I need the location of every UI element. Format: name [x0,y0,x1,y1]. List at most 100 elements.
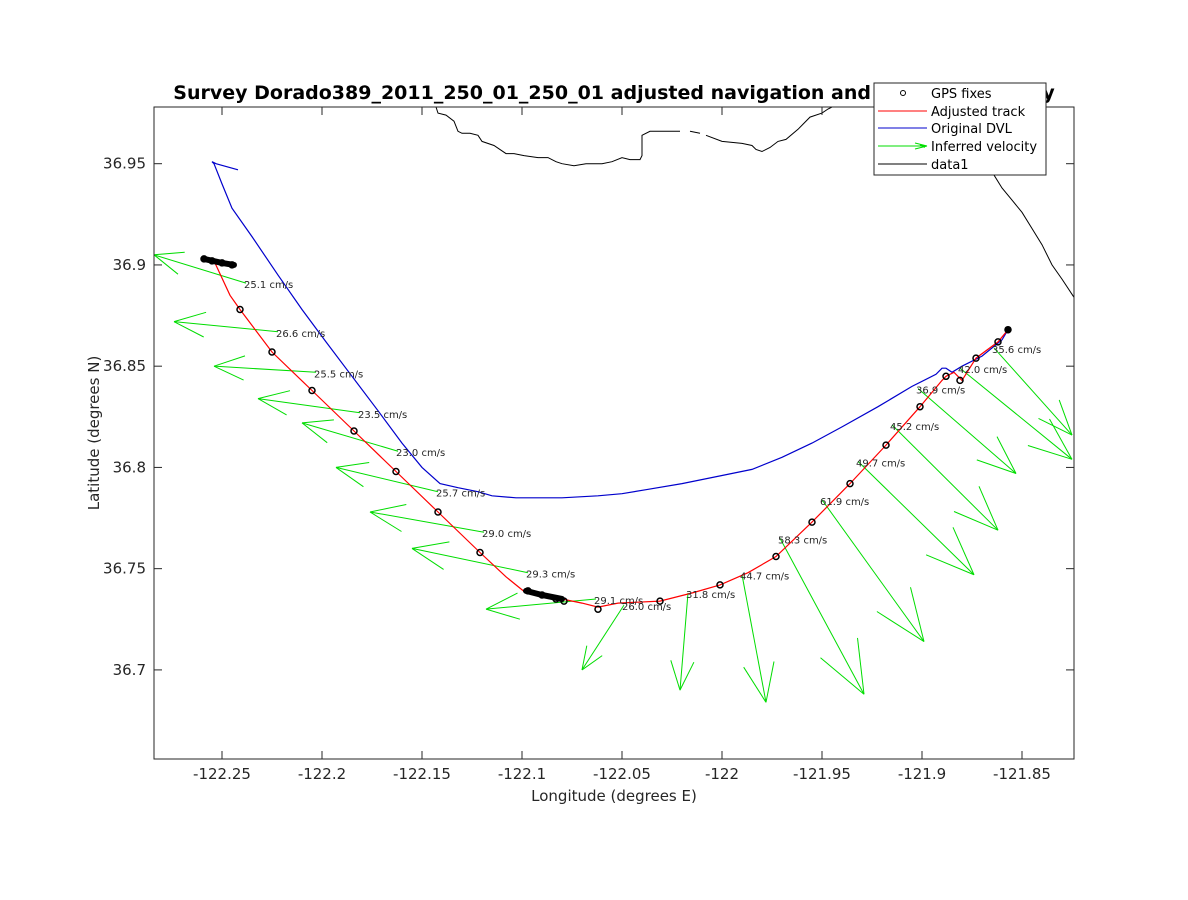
velocity-arrow-head [257,390,291,400]
velocity-arrow-shaft [369,511,485,533]
legend-entry-adjusted-track: Adjusted track [878,105,1026,120]
velocity-arrow [891,424,999,531]
velocity-arrow-head [301,422,328,444]
velocity-arrow [917,388,1017,474]
velocity-arrow-head [820,657,865,695]
velocity-labels: 25.1 cm/s 26.6 cm/s 25.5 cm/s 23.5 cm/s 23.0… [244,280,1041,613]
velocity-arrow-shaft [154,254,247,284]
gps-fix-marker [716,581,724,589]
velocity-arrow-shaft [779,538,865,695]
velocity-arrow-shaft [485,598,597,610]
velocity-arrow-head [1058,399,1073,436]
velocity-arrow-head [670,660,681,691]
gps-fix-marker [956,376,964,385]
velocity-arrow-head [411,541,450,549]
x-tick-label: -122.1 [498,765,546,783]
gps-fix-end-marker [1004,326,1012,334]
velocity-arrow [213,355,317,381]
gps-fix-cluster [523,587,565,602]
gps-fix-marker [308,386,316,395]
y-tick-label: 36.7 [113,661,146,679]
velocity-arrow [301,419,399,452]
velocity-arrow [821,499,925,642]
coastline-segment-3 [981,157,1074,298]
plot-area: 25.1 cm/s 26.6 cm/s 25.5 cm/s 23.5 cm/s 23.0… [154,107,1074,759]
gps-fix-marker [846,479,854,488]
velocity-arrow-head [953,511,999,531]
velocity-arrow [154,251,247,284]
velocity-arrow [857,460,975,576]
velocity-arrow [485,592,597,620]
velocity-arrow-shaft [213,365,317,373]
velocity-arrow [257,390,361,416]
velocity-label: 58.3 cm/s [778,535,827,546]
gps-fix-marker [972,354,980,362]
velocity-label: 35.6 cm/s [992,345,1041,356]
gps-fix-cluster [201,255,237,268]
velocity-arrow-shaft [741,574,767,703]
coastline-segment-0 [435,107,680,167]
velocity-arrow-head [581,655,603,671]
velocity-arrow-head [743,666,767,703]
velocity-arrow-head [1038,417,1073,436]
x-axis-label: Longitude (degrees E) [531,787,697,805]
y-tick-label: 36.85 [103,357,146,375]
velocity-arrow-head [369,511,402,532]
y-tick-label: 36.9 [113,256,146,274]
velocity-arrow-shaft [857,460,975,576]
velocity-arrow-shaft [917,388,1017,474]
velocity-label: 61.9 cm/s [820,497,869,508]
gps-fix-marker [434,508,442,516]
velocity-arrow-head [952,527,975,575]
velocity-arrow [993,347,1073,436]
legend-label-inferred-velocity: Inferred velocity [931,140,1037,155]
velocity-arrow [369,504,485,533]
velocity-label: 25.1 cm/s [244,280,293,291]
gps-fix-marker [392,467,400,476]
gps-fix-marker [916,402,924,411]
velocity-arrow [741,574,775,703]
gps-fix-marker [656,597,664,605]
velocity-arrow [411,541,529,574]
velocity-label: 23.0 cm/s [396,448,445,459]
gps-fix-marker [268,348,276,356]
gps-fixes-series [200,255,1012,613]
velocity-arrow-head [369,504,407,513]
gps-fix-marker [594,605,602,613]
velocity-label: 25.7 cm/s [436,489,485,500]
x-tick-label: -122.05 [593,765,651,783]
x-tick-label: -121.85 [993,765,1051,783]
velocity-arrow-head [257,398,287,416]
velocity-label: 36.9 cm/s [916,386,965,397]
x-tick-label: -121.95 [793,765,851,783]
velocity-arrow-head [1027,445,1073,460]
velocity-arrow-head [213,365,244,381]
velocity-arrow-head [335,462,370,468]
x-tick-label: -122.15 [393,765,451,783]
gps-fix-marker [236,305,244,314]
velocity-arrow-shaft [411,547,529,574]
velocity-label: 29.3 cm/s [526,570,575,581]
velocity-arrow-shaft [993,347,1073,436]
velocity-arrow-shaft [257,398,361,414]
legend-label-original-dvl: Original DVL [931,122,1013,137]
legend-box [873,82,1047,176]
legend-label-adjusted-track: Adjusted track [931,105,1026,120]
inferred-velocity-series [154,251,1073,703]
y-tick-label: 36.95 [103,155,146,173]
velocity-label: 29.1 cm/s [594,596,643,607]
gps-fix-marker [808,518,816,526]
coastline-segment-2 [705,107,833,153]
velocity-label: 26.6 cm/s [276,329,325,340]
original-dvl-series [211,161,1009,499]
coastline-segment-1 [689,130,701,134]
velocity-arrow-shaft [679,592,689,691]
velocity-arrow-shaft [821,499,925,642]
velocity-arrow-head [213,355,246,367]
velocity-arrow [581,604,625,671]
velocity-arrow-head [154,251,185,256]
legend: GPS fixes Adjusted track Original DVL In… [873,82,1047,176]
legend-green-arrow-icon [878,142,928,150]
velocity-label: 45.2 cm/s [890,422,939,433]
y-tick-label: 36.75 [103,560,146,578]
